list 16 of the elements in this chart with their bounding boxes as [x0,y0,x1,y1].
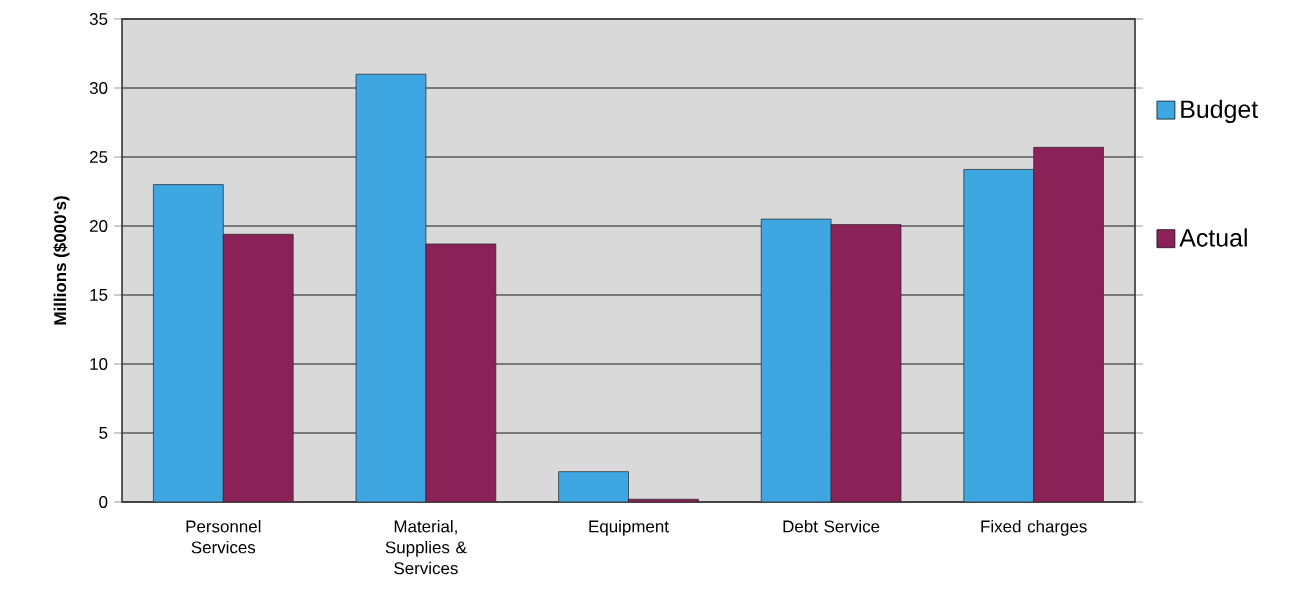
y-tick-label: 35 [89,13,108,25]
x-tick-label: Fixed charges [981,519,1087,536]
x-tick-label: Material, Supplies & Services [385,519,467,575]
y-tick-label: 0 [99,496,108,508]
y-tick-label: 10 [90,358,108,370]
y-tick-label: 20 [90,220,108,232]
x-tick-label: Debt Service [783,519,880,533]
y-tick-label: 25 [90,151,108,163]
y-axis-title: Millions ($000's) [53,196,70,325]
legend-label: Actual [1179,228,1247,247]
legend-label: Budget [1181,99,1259,124]
y-tick-label: 15 [90,289,108,301]
y-tick-label: 30 [89,82,108,94]
y-tick-label: 5 [99,427,108,439]
x-tick-label: Personnel Services [186,519,261,554]
x-tick-label: Equipment [589,519,669,536]
